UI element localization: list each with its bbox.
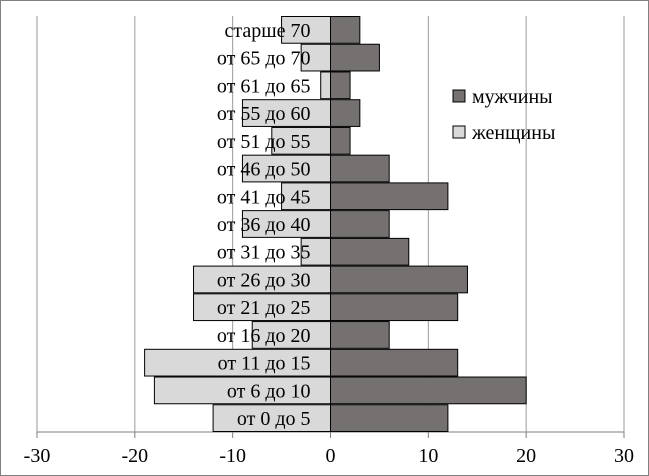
category-label: от 31 до 35 bbox=[217, 242, 311, 264]
bar-men bbox=[330, 376, 527, 405]
category-label: от 46 до 50 bbox=[217, 159, 311, 181]
x-tick-label: -20 bbox=[121, 445, 148, 467]
category-label: старше 70 bbox=[224, 20, 310, 42]
bar-men bbox=[330, 16, 361, 44]
x-tick-label: 30 bbox=[614, 445, 634, 467]
bar-women bbox=[241, 210, 331, 238]
bar-women bbox=[241, 99, 331, 127]
category-label: от 65 до 70 bbox=[217, 48, 311, 70]
category-label: от 6 до 10 bbox=[227, 380, 311, 402]
bar-men bbox=[330, 293, 459, 322]
bar-men bbox=[330, 154, 390, 183]
bar-women bbox=[300, 43, 331, 72]
legend-swatch-men bbox=[452, 89, 466, 103]
legend-label-men: мужчины bbox=[472, 86, 553, 108]
category-label: от 11 до 15 bbox=[218, 353, 311, 375]
legend-swatch-women bbox=[452, 125, 466, 139]
bar-women bbox=[241, 154, 331, 183]
category-label: от 41 до 45 bbox=[217, 186, 311, 208]
x-tick-label: 0 bbox=[326, 445, 336, 467]
bar-men bbox=[330, 71, 351, 100]
bar-women bbox=[251, 321, 332, 349]
x-tick-label: -10 bbox=[219, 445, 246, 467]
bar-women bbox=[193, 265, 331, 294]
category-label: от 36 до 40 bbox=[217, 214, 311, 236]
x-tick-label: -30 bbox=[24, 445, 51, 467]
bar-men bbox=[330, 43, 380, 72]
legend-label-women: женщины bbox=[471, 122, 555, 144]
bar-men bbox=[330, 404, 449, 432]
bar-men bbox=[330, 321, 390, 349]
x-tick-label: 20 bbox=[516, 445, 536, 467]
bar-men bbox=[330, 237, 410, 266]
category-label: от 21 до 25 bbox=[217, 297, 311, 319]
bar-men bbox=[330, 210, 390, 238]
bar-men bbox=[330, 348, 459, 377]
bar-women bbox=[271, 126, 331, 155]
category-label: от 16 до 20 bbox=[217, 325, 311, 347]
bar-men bbox=[330, 126, 351, 155]
bar-women bbox=[300, 237, 331, 266]
category-label: от 55 до 60 bbox=[217, 103, 311, 125]
x-tick-label: 10 bbox=[418, 445, 438, 467]
category-label: от 61 до 65 bbox=[217, 75, 311, 97]
bar-men bbox=[330, 99, 361, 127]
bar-women bbox=[153, 376, 331, 405]
bar-men bbox=[330, 265, 468, 294]
bar-women bbox=[193, 293, 331, 322]
category-label: от 0 до 5 bbox=[237, 408, 311, 430]
bar-women bbox=[320, 71, 332, 100]
category-label: от 26 до 30 bbox=[217, 269, 311, 291]
bar-men bbox=[330, 182, 449, 211]
category-label: от 51 до 55 bbox=[217, 131, 311, 153]
bar-women bbox=[144, 348, 331, 377]
